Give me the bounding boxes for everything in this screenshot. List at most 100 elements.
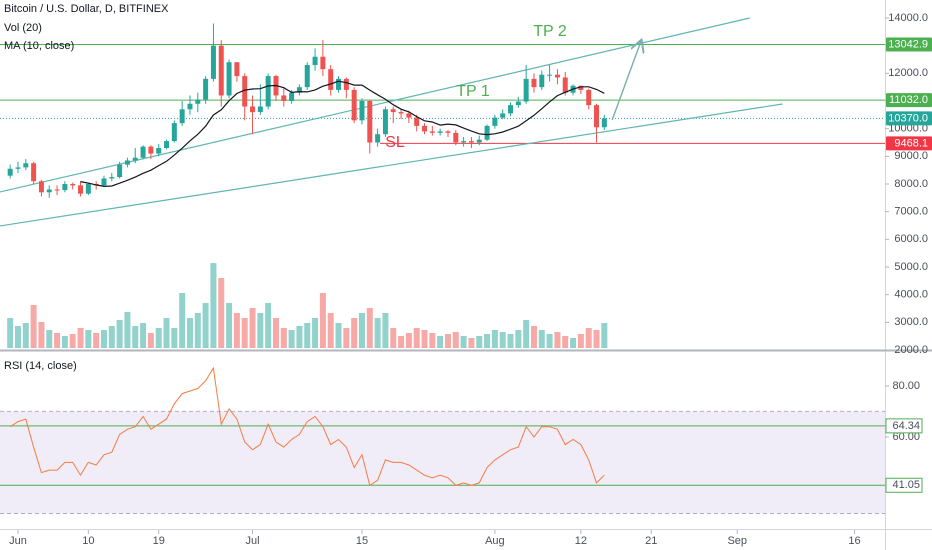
volume-bar (530, 326, 537, 348)
volume-bar (413, 328, 420, 348)
volume-legend: Vol (20) (4, 22, 42, 34)
volume-bar (38, 322, 45, 348)
volume-bar (546, 334, 553, 348)
volume-bar (218, 278, 225, 348)
volume-bar (288, 330, 295, 348)
candle-body (422, 125, 428, 132)
candle-body (336, 78, 342, 90)
candle-body (367, 100, 373, 143)
volume-bar (241, 318, 248, 348)
volume-bar (116, 320, 123, 348)
rsi-level-box (885, 477, 923, 493)
volume-bar (398, 336, 405, 348)
candle-body (171, 123, 177, 142)
candle-body (281, 95, 287, 101)
x-tick-label: Aug (485, 535, 505, 547)
candle-body (218, 45, 224, 96)
candle-body (312, 56, 318, 66)
candle-body (359, 100, 365, 121)
volume-bar (437, 336, 444, 348)
candle-body (124, 160, 130, 165)
candle-body (594, 105, 600, 128)
rsi-y-tick-label: 80.00 (892, 380, 920, 392)
y-tick-label: 7000.0 (894, 206, 928, 218)
volume-bar (570, 338, 577, 348)
price-label-box (886, 111, 932, 126)
x-tick-label: Jul (245, 535, 259, 547)
y-tick-label: 4000.0 (894, 289, 928, 301)
annotation: TP 2 (533, 23, 567, 40)
candle-body (437, 131, 443, 133)
volume-bar (476, 336, 483, 348)
y-tick-label: 12000.0 (888, 67, 928, 79)
candle-body (390, 109, 396, 113)
y-tick-label: 2000.0 (894, 344, 928, 356)
volume-bar (366, 308, 373, 348)
trendline (0, 103, 783, 227)
candle-body (23, 163, 29, 168)
volume-bar (343, 328, 350, 348)
x-tick-label: 15 (356, 535, 368, 547)
volume-bar (124, 312, 131, 348)
volume-bar (444, 334, 451, 348)
y-tick-label: 6000.0 (894, 233, 928, 245)
volume-bar (210, 263, 217, 348)
volume-bar (155, 328, 162, 348)
volume-bar (233, 313, 240, 348)
ma-legend: MA (10, close) (4, 40, 74, 52)
volume-bar (515, 330, 522, 348)
rsi-y-tick-label: 60.00 (892, 431, 920, 443)
price-label-box (886, 93, 932, 108)
volume-bar (249, 308, 256, 348)
volume-bar (327, 313, 334, 348)
candle-body (320, 56, 326, 70)
candle-body (461, 141, 467, 143)
candle-body (429, 131, 435, 133)
volume-bar (374, 318, 381, 348)
y-tick-label: 3000.0 (894, 316, 928, 328)
volume-bar (61, 336, 68, 348)
volume-bar (30, 305, 37, 348)
candle-body (468, 141, 474, 143)
candle-body (476, 139, 482, 143)
volume-bar (186, 318, 193, 348)
candle-body (101, 178, 107, 186)
volume-bar (484, 334, 491, 348)
volume-bar (491, 330, 498, 348)
price-label-box (886, 136, 932, 151)
volume-bar (54, 333, 61, 348)
rsi-level-label: 41.05 (892, 479, 920, 491)
rsi-line (9, 366, 605, 487)
x-tick-label: 16 (848, 535, 860, 547)
volume-bar (538, 330, 545, 348)
volume-bar (77, 328, 84, 348)
volume-bar (421, 330, 428, 348)
annotation: TP 1 (456, 83, 490, 100)
volume-bar (265, 303, 272, 348)
candle-body (414, 117, 420, 126)
volume-bar (319, 293, 326, 348)
candle-body (578, 85, 584, 90)
x-tick-label: 12 (575, 535, 587, 547)
volume-bar (468, 338, 475, 348)
candle-body (195, 99, 201, 104)
volume-bar (257, 313, 264, 348)
y-tick-label: 8000.0 (894, 178, 928, 190)
candle-body (508, 105, 514, 114)
volume-bar (351, 318, 358, 348)
y-tick-label: 14000.0 (888, 12, 928, 24)
price-label: 13042.9 (888, 38, 928, 50)
candle-body (547, 74, 553, 76)
candle-body (601, 118, 607, 128)
volume-bar (108, 326, 115, 348)
volume-bar (163, 318, 170, 348)
price-label: 11032.0 (889, 94, 928, 106)
price-label: 9468.1 (894, 137, 928, 149)
plot-layer: TP 2TP 1SL14000.013000.012000.011000.010… (0, 12, 932, 547)
candle-body (382, 109, 388, 135)
candle-body (351, 89, 357, 121)
candle-body (554, 74, 560, 78)
candle-body (46, 189, 52, 193)
